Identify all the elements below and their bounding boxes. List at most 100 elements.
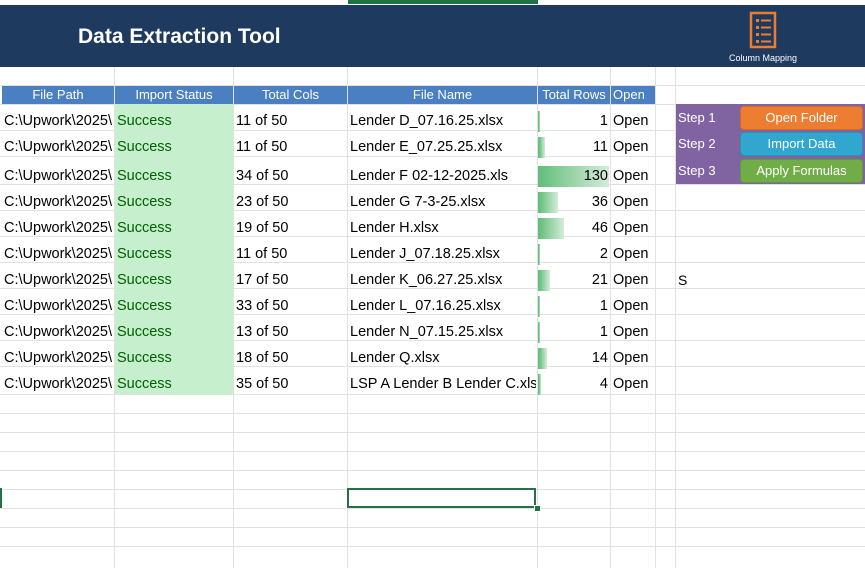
total-rows-cell[interactable]: 11	[592, 139, 608, 155]
fill-handle[interactable]	[534, 505, 541, 512]
gridline	[0, 413, 865, 414]
total-cols-cell[interactable]: 23 of 50	[236, 194, 289, 210]
total-cols-cell[interactable]: 11 of 50	[236, 113, 288, 129]
gridline	[0, 340, 865, 341]
page-title: Data Extraction Tool	[78, 25, 281, 48]
file-path-cell[interactable]: C:\Upwork\2025\	[4, 324, 112, 340]
import-status-cell[interactable]: Success	[117, 194, 172, 210]
total-rows-cell[interactable]: 14	[591, 350, 608, 366]
open-folder-button[interactable]: Open Folder	[740, 106, 863, 130]
total-rows-cell[interactable]: 130	[583, 168, 608, 184]
header-file-path[interactable]: File Path	[2, 86, 114, 104]
total-cols-cell[interactable]: 17 of 50	[236, 272, 289, 288]
gridline	[0, 508, 865, 509]
total-cols-cell[interactable]: 18 of 50	[236, 350, 289, 366]
import-data-button[interactable]: Import Data	[740, 132, 863, 156]
file-name-cell[interactable]: Lender E_07.25.25.xlsx	[350, 139, 503, 155]
header-total-cols[interactable]: Total Cols	[234, 86, 347, 104]
file-path-cell[interactable]: C:\Upwork\2025\	[4, 113, 112, 129]
header-import-status[interactable]: Import Status	[115, 86, 233, 104]
file-name-cell[interactable]: Lender F 02-12-2025.xls	[350, 168, 508, 184]
total-rows-data-bar	[538, 296, 540, 317]
file-path-cell[interactable]: C:\Upwork\2025\	[4, 298, 112, 314]
open-link-cell[interactable]: Open	[613, 350, 649, 366]
gridline	[655, 67, 656, 568]
file-name-cell[interactable]: Lender L_07.16.25.xlsx	[350, 298, 501, 314]
total-rows-cell[interactable]: 1	[599, 324, 608, 340]
gridline	[0, 184, 865, 185]
total-cols-cell[interactable]: 19 of 50	[236, 220, 289, 236]
gridline	[0, 236, 865, 237]
import-status-cell[interactable]: Success	[117, 168, 172, 184]
import-status-cell[interactable]: Success	[117, 246, 172, 262]
import-status-cell[interactable]: Success	[117, 139, 172, 155]
total-cols-cell[interactable]: 11 of 50	[236, 246, 288, 262]
total-cols-cell[interactable]: 13 of 50	[236, 324, 289, 340]
total-rows-cell[interactable]: 21	[591, 272, 608, 288]
selected-cell[interactable]	[347, 488, 536, 508]
header-open[interactable]: Open	[611, 86, 655, 104]
import-status-cell[interactable]: Success	[117, 376, 172, 392]
import-status-cell[interactable]: Success	[117, 298, 172, 314]
import-status-cell[interactable]: Success	[117, 272, 172, 288]
total-rows-data-bar	[538, 270, 551, 291]
open-link-cell[interactable]: Open	[613, 272, 649, 288]
header-total-rows[interactable]: Total Rows	[538, 86, 610, 104]
open-link-cell[interactable]: Open	[613, 139, 649, 155]
file-name-cell[interactable]: Lender J_07.18.25.xlsx	[350, 246, 500, 262]
file-path-cell[interactable]: C:\Upwork\2025\	[4, 194, 112, 210]
file-path-cell[interactable]: C:\Upwork\2025\	[4, 139, 112, 155]
total-rows-cell[interactable]: 46	[591, 220, 608, 236]
file-name-cell[interactable]: Lender H.xlsx	[350, 220, 439, 236]
open-link-cell[interactable]: Open	[613, 376, 649, 392]
file-path-cell[interactable]: C:\Upwork\2025\	[4, 246, 112, 262]
file-name-cell[interactable]: Lender D_07.16.25.xlsx	[350, 113, 504, 129]
total-rows-data-bar	[538, 244, 541, 265]
open-link-cell[interactable]: Open	[613, 324, 649, 340]
total-rows-cell[interactable]: 1	[599, 113, 608, 129]
total-cols-cell[interactable]: 34 of 50	[236, 168, 289, 184]
file-path-cell[interactable]: C:\Upwork\2025\	[4, 168, 112, 184]
total-cols-cell[interactable]: 33 of 50	[236, 298, 289, 314]
total-cols-cell[interactable]: 11 of 50	[236, 139, 288, 155]
file-path-cell[interactable]: C:\Upwork\2025\	[4, 376, 112, 392]
gridline	[0, 546, 865, 547]
gridline	[0, 470, 865, 471]
total-rows-cell[interactable]: 1	[599, 298, 608, 314]
import-status-fill	[115, 104, 233, 394]
gridline	[347, 67, 348, 568]
total-rows-cell[interactable]: 2	[599, 246, 608, 262]
open-link-cell[interactable]: Open	[613, 298, 649, 314]
step-1-label: Step 1	[678, 110, 716, 125]
gridline	[0, 156, 865, 157]
file-path-cell[interactable]: C:\Upwork\2025\	[4, 272, 112, 288]
open-link-cell[interactable]: Open	[613, 168, 649, 184]
total-cols-cell[interactable]: 35 of 50	[236, 376, 289, 392]
total-rows-cell[interactable]: 36	[591, 194, 608, 210]
total-rows-data-bar	[538, 192, 559, 213]
file-name-cell[interactable]: Lender G 7-3-25.xlsx	[350, 194, 486, 210]
file-name-cell[interactable]: Lender N_07.15.25.xlsx	[350, 324, 504, 340]
file-path-cell[interactable]: C:\Upwork\2025\	[4, 350, 112, 366]
open-link-cell[interactable]: Open	[613, 194, 649, 210]
side-cell[interactable]: S	[678, 272, 688, 288]
total-rows-data-bar	[538, 218, 564, 239]
apply-formulas-button[interactable]: Apply Formulas	[740, 159, 863, 183]
total-rows-data-bar	[538, 322, 540, 343]
column-mapping-button[interactable]: Column Mapping	[718, 9, 808, 65]
file-name-cell[interactable]: Lender Q.xlsx	[350, 350, 440, 366]
import-status-cell[interactable]: Success	[117, 220, 172, 236]
file-name-cell[interactable]: LSP A Lender B Lender C.xls	[350, 376, 536, 392]
open-link-cell[interactable]: Open	[613, 220, 649, 236]
open-link-cell[interactable]: Open	[613, 113, 649, 129]
header-file-name[interactable]: File Name	[348, 86, 537, 104]
file-name-cell[interactable]: Lender K_06.27.25.xlsx	[350, 272, 503, 288]
import-status-cell[interactable]: Success	[117, 113, 172, 129]
file-path-cell[interactable]: C:\Upwork\2025\	[4, 220, 112, 236]
gridline	[0, 262, 865, 263]
import-status-cell[interactable]: Success	[117, 324, 172, 340]
column-mapping-label: Column Mapping	[728, 53, 798, 63]
import-status-cell[interactable]: Success	[117, 350, 172, 366]
open-link-cell[interactable]: Open	[613, 246, 649, 262]
total-rows-cell[interactable]: 4	[599, 376, 608, 392]
